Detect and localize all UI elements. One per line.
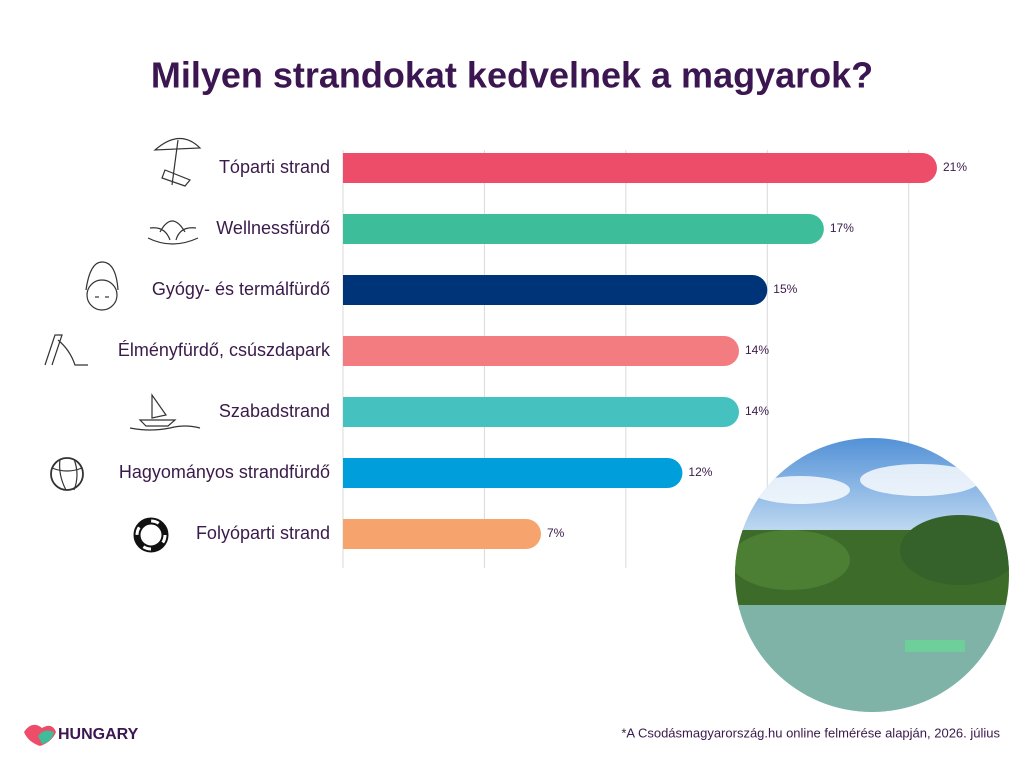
value-label: 14%: [745, 404, 769, 418]
towel-icon: [85, 261, 119, 311]
logo-text: HUNGARY: [58, 726, 139, 743]
bar: [343, 275, 768, 305]
bar: [343, 214, 824, 244]
y-tick-label: Hagyományos strandfürdő: [119, 462, 330, 482]
photo: [735, 438, 1009, 712]
lotus-icon: [147, 220, 199, 245]
value-label: 7%: [547, 526, 565, 540]
umbrella-icon: [153, 137, 202, 187]
y-tick-label: Élményfürdő, csúszdapark: [118, 340, 331, 360]
slide-icon: [44, 334, 88, 366]
value-label: 17%: [830, 221, 854, 235]
ball-icon: [50, 457, 84, 491]
value-label: 15%: [773, 282, 797, 296]
icons: [44, 137, 202, 553]
y-tick-label: Folyóparti strand: [196, 523, 330, 543]
chart-title: Milyen strandokat kedvelnek a magyarok?: [151, 55, 873, 96]
bar: [343, 458, 683, 489]
value-label: 14%: [745, 343, 769, 357]
value-label: 12%: [688, 465, 712, 479]
y-tick-label: Tóparti strand: [219, 157, 330, 177]
value-label: 21%: [943, 160, 967, 174]
bar: [343, 397, 739, 427]
footnote: *A Csodásmagyarország.hu online felmérés…: [621, 725, 1000, 740]
y-tick-label: Wellnessfürdő: [216, 218, 330, 238]
bar: [343, 519, 541, 549]
logo-mark: [38, 730, 54, 744]
bar: [343, 336, 739, 366]
ring-icon: [133, 517, 169, 553]
bar: [343, 153, 937, 183]
y-tick-label: Gyógy- és termálfürdő: [152, 279, 330, 299]
y-tick-label: Szabadstrand: [219, 401, 330, 421]
boat-icon: [129, 393, 201, 431]
